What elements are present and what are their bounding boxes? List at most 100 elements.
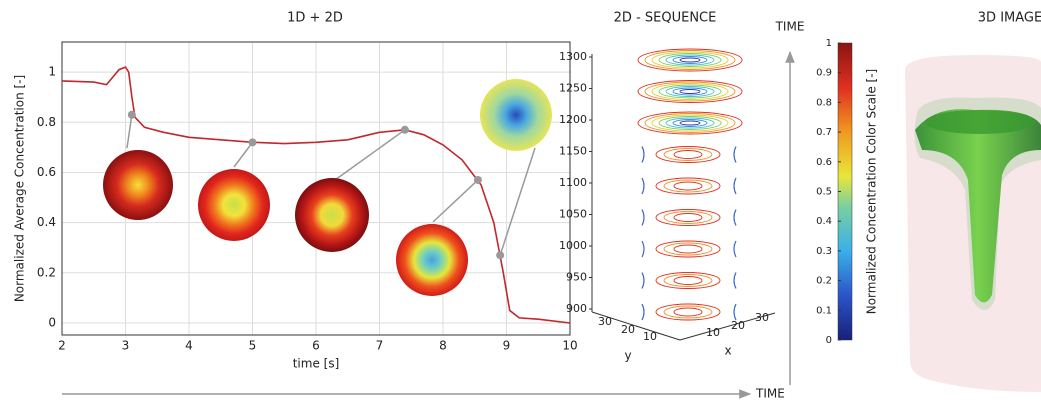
y-tick-label: 0.8 — [37, 115, 56, 129]
x-tick-label: 20 — [731, 319, 745, 332]
contour — [644, 50, 736, 70]
marker — [400, 125, 409, 134]
y-axis-label: Normalized Average Concentration [-] — [13, 75, 27, 302]
contour — [673, 276, 703, 285]
x-tick-label: 9 — [503, 339, 511, 353]
contour — [663, 274, 713, 287]
concentration-map — [103, 150, 173, 220]
contour — [641, 272, 645, 289]
contour — [641, 209, 645, 226]
contour — [733, 240, 737, 258]
tick-label: 0.9 — [816, 68, 832, 79]
contour — [679, 120, 701, 126]
x-tick-label: 10 — [562, 339, 577, 353]
contour — [673, 244, 703, 254]
arrow-label: TIME — [775, 20, 805, 34]
chart-title: 2D - SEQUENCE — [614, 11, 717, 26]
contour — [673, 213, 703, 222]
x-axis — [679, 312, 776, 341]
contour — [658, 53, 722, 67]
contour — [637, 80, 743, 103]
contour — [673, 181, 703, 191]
y-tick-label: 10 — [643, 330, 657, 343]
tick-label: 0.2 — [816, 276, 832, 287]
y-tick-label: 0.2 — [37, 265, 56, 279]
marker — [496, 251, 505, 260]
contour — [655, 303, 721, 321]
tick-label: 0.1 — [816, 305, 832, 316]
concentration-map — [198, 169, 270, 241]
connector — [499, 147, 536, 256]
contour — [733, 146, 737, 163]
concentration-map — [480, 79, 552, 151]
y-tick-label: 30 — [598, 315, 612, 328]
marker — [473, 175, 482, 184]
contour — [655, 240, 721, 258]
data-line — [61, 66, 571, 324]
contour — [663, 211, 713, 224]
x-tick-label: 4 — [185, 339, 193, 353]
contour — [665, 86, 715, 97]
contour — [663, 179, 713, 193]
tick-label: 0.3 — [816, 246, 832, 257]
x-tick-label: 7 — [376, 339, 384, 353]
contour — [644, 81, 736, 102]
tick-label: 0.4 — [816, 216, 832, 227]
contour — [651, 114, 729, 132]
contour — [663, 305, 713, 319]
connector — [126, 114, 133, 149]
connector — [432, 179, 479, 223]
3d-image — [905, 55, 1041, 392]
contour — [672, 119, 708, 127]
contour — [733, 209, 737, 226]
y-axis-label: y — [624, 349, 631, 363]
plot-frame — [61, 41, 571, 336]
contour — [641, 177, 645, 195]
contour — [679, 57, 701, 63]
contour — [673, 150, 703, 159]
connector — [334, 129, 406, 181]
tick-label: 0.5 — [816, 187, 832, 198]
contour — [641, 240, 645, 258]
contour — [641, 146, 645, 163]
contour — [651, 51, 729, 69]
contour — [663, 148, 713, 161]
z-tick-label: 1050 — [559, 208, 587, 221]
y-tick-label: 20 — [621, 323, 635, 336]
x-tick-label: 6 — [312, 339, 320, 353]
connector — [233, 141, 254, 168]
contour — [665, 117, 715, 129]
contour — [658, 84, 722, 99]
z-tick-label: 1000 — [559, 239, 587, 252]
contour — [637, 111, 743, 135]
marker — [248, 138, 257, 147]
chart-title: 1D + 2D — [287, 11, 343, 26]
colorbar-label: Normalized Concentration Color Scale [-] — [865, 69, 879, 315]
contour — [655, 177, 721, 195]
x-tick-label: 5 — [249, 339, 257, 353]
concentration-map — [396, 224, 468, 296]
contour — [644, 113, 736, 133]
x-tick-label: 8 — [439, 339, 447, 353]
y-tick-label: 0.4 — [37, 215, 56, 229]
contour — [665, 54, 715, 66]
z-tick-label: 1200 — [559, 113, 587, 126]
concentration-map — [295, 178, 369, 252]
x-axis-label: x — [724, 344, 731, 358]
tick-label: 0 — [826, 335, 832, 346]
panel-title: 3D IMAGE — [978, 11, 1041, 26]
y-tick-label: 0 — [48, 315, 56, 329]
x-tick-label: 10 — [706, 326, 720, 339]
contour — [673, 307, 703, 317]
z-tick-label: 1300 — [559, 50, 587, 63]
arrow-label: TIME — [755, 387, 785, 401]
tick-label: 1 — [826, 38, 832, 49]
y-tick-label: 0.6 — [37, 165, 56, 179]
x-tick-label: 30 — [755, 311, 769, 324]
contour — [733, 272, 737, 289]
x-axis-label: time [s] — [293, 357, 340, 371]
contour — [679, 89, 701, 94]
contour — [733, 303, 737, 321]
contour — [655, 209, 721, 226]
y-axis — [591, 311, 681, 341]
